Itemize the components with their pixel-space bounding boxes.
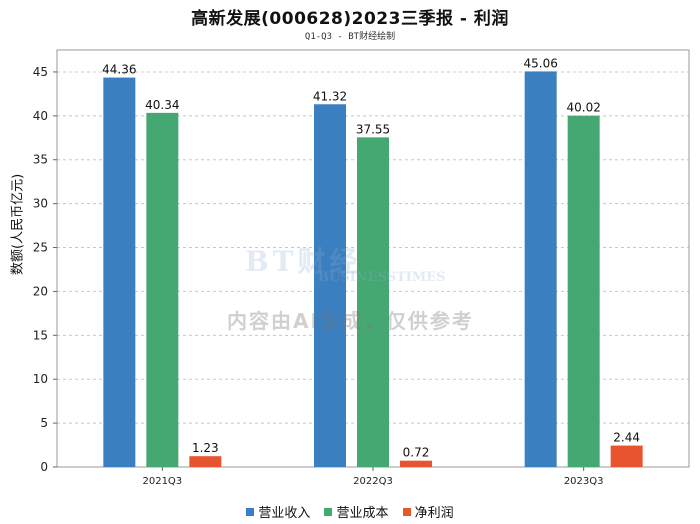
chart-title: 高新发展(000628)2023三季报 - 利润 bbox=[191, 9, 509, 29]
y-tick-label: 25 bbox=[33, 241, 48, 255]
legend-label-net-profit: 净利润 bbox=[414, 506, 454, 521]
data-label: 1.23 bbox=[192, 441, 219, 455]
data-labels: 44.36 40.34 1.23 41.32 37.55 0.72 45.06 40.02 2.… bbox=[102, 56, 640, 459]
bar bbox=[567, 115, 600, 467]
bars bbox=[103, 71, 643, 468]
y-tick-label: 5 bbox=[40, 416, 48, 430]
data-label: 44.36 bbox=[102, 63, 136, 77]
watermark-logo-sub: BUSINESSTIMES bbox=[318, 270, 446, 285]
legend-label-revenue: 营业收入 bbox=[258, 506, 311, 521]
bar bbox=[357, 137, 389, 467]
legend-item-revenue: 营业收入 bbox=[246, 502, 310, 521]
x-tick-label: 2023Q3 bbox=[564, 476, 604, 487]
axes: 0 5 10 15 20 25 30 35 40 45 2021Q3 2022Q3 2023Q3 bbox=[33, 49, 690, 487]
watermark-logo: BT财经 bbox=[245, 245, 362, 278]
data-label: 40.02 bbox=[566, 101, 600, 115]
bar-chart: 0 5 10 15 20 25 30 35 40 45 2021Q3 2022Q3 2023Q3 44.… bbox=[33, 49, 690, 487]
data-label: 45.06 bbox=[523, 56, 557, 70]
y-tick-label: 35 bbox=[33, 153, 48, 167]
y-tick-label: 10 bbox=[33, 372, 48, 386]
legend-swatch-revenue bbox=[246, 507, 255, 516]
x-tick-label: 2021Q3 bbox=[142, 476, 182, 487]
bar bbox=[610, 445, 643, 467]
bar bbox=[103, 77, 136, 468]
watermark-text: 内容由AI生成，仅供参考 bbox=[227, 309, 474, 333]
bar bbox=[146, 112, 179, 467]
data-label: 2.44 bbox=[613, 431, 640, 445]
data-label: 37.55 bbox=[356, 122, 390, 136]
y-tick-label: 45 bbox=[33, 65, 48, 79]
x-tick-label: 2022Q3 bbox=[353, 476, 393, 487]
y-tick-label: 20 bbox=[33, 284, 48, 298]
bar bbox=[314, 104, 346, 467]
y-tick-label: 30 bbox=[33, 197, 48, 211]
bar bbox=[524, 71, 557, 468]
y-tick-label: 40 bbox=[33, 109, 48, 123]
legend-item-cost: 营业成本 bbox=[324, 502, 389, 521]
legend-label-cost: 营业成本 bbox=[336, 506, 389, 521]
data-label: 0.72 bbox=[403, 446, 430, 460]
data-label: 41.32 bbox=[313, 89, 347, 103]
y-tick-label: 0 bbox=[40, 460, 48, 474]
legend-swatch-net-profit bbox=[402, 507, 411, 516]
legend: 营业收入 营业成本 净利润 bbox=[0, 502, 700, 521]
y-tick-label: 15 bbox=[33, 328, 48, 342]
chart-subtitle: Q1-Q3 - BT财经绘制 bbox=[304, 32, 396, 42]
data-label: 40.34 bbox=[145, 98, 179, 112]
bar bbox=[400, 460, 432, 467]
legend-item-net-profit: 净利润 bbox=[402, 502, 454, 521]
legend-swatch-cost bbox=[324, 507, 333, 516]
bar bbox=[189, 456, 222, 467]
